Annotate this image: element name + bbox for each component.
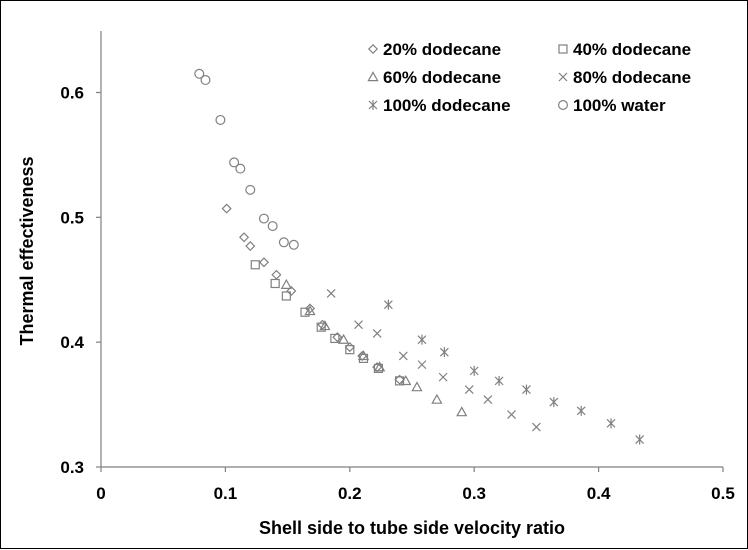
data-point-asterisk bbox=[494, 375, 504, 386]
x-tick-label: 0.3 bbox=[462, 484, 486, 503]
legend-marker-square bbox=[558, 44, 568, 54]
y-tick-label: 0.6 bbox=[60, 84, 84, 103]
data-points bbox=[194, 68, 645, 445]
data-point-square bbox=[330, 333, 340, 344]
data-point-square bbox=[300, 307, 310, 317]
y-axis-title: Thermal effectiveness bbox=[17, 156, 37, 345]
data-point-asterisk bbox=[606, 418, 616, 429]
legend-label: 100% water bbox=[573, 96, 666, 115]
legend-label: 80% dodecane bbox=[573, 68, 691, 87]
data-point-square bbox=[250, 260, 260, 270]
data-point-asterisk bbox=[522, 384, 531, 395]
data-point-diamond bbox=[344, 342, 355, 353]
data-point-diamond bbox=[304, 303, 316, 314]
legend-marker-x bbox=[558, 72, 568, 82]
data-point-square bbox=[281, 291, 291, 301]
data-point-square bbox=[316, 322, 326, 332]
data-point-triangle bbox=[337, 333, 350, 344]
data-point-asterisk bbox=[383, 299, 393, 310]
data-point-circle bbox=[229, 157, 240, 168]
x-tick-label: 0.2 bbox=[338, 484, 362, 503]
data-point-square bbox=[345, 345, 355, 355]
data-point-x bbox=[354, 320, 363, 330]
data-point-diamond bbox=[221, 203, 232, 214]
legend-label: 100% dodecane bbox=[383, 96, 511, 115]
data-point-diamond bbox=[258, 257, 270, 268]
data-point-diamond bbox=[286, 285, 297, 297]
data-point-circle bbox=[288, 239, 299, 250]
data-point-triangle bbox=[374, 361, 386, 372]
data-point-diamond bbox=[239, 232, 250, 243]
data-point-x bbox=[438, 372, 448, 382]
tick-labels: 0 0.1 0.2 0.3 0.4 0.5 0.3 0.4 0.5 0.6 bbox=[60, 84, 734, 504]
data-point-x bbox=[417, 360, 427, 370]
data-point-asterisk bbox=[417, 334, 427, 345]
tick-marks bbox=[96, 91, 724, 472]
data-point-square bbox=[270, 278, 280, 289]
y-tick-label: 0.5 bbox=[60, 208, 84, 227]
data-point-asterisk bbox=[576, 405, 586, 416]
data-point-circle bbox=[215, 114, 226, 125]
data-point-triangle bbox=[304, 305, 316, 316]
data-point-circle bbox=[278, 237, 289, 248]
data-point-x bbox=[531, 422, 541, 432]
data-point-triangle bbox=[431, 393, 443, 404]
data-point-x bbox=[464, 385, 474, 395]
data-point-circle bbox=[245, 184, 256, 195]
data-point-diamond bbox=[245, 240, 256, 252]
x-axis-title: Shell side to tube side velocity ratio bbox=[259, 518, 565, 538]
data-point-circle bbox=[267, 221, 278, 232]
data-point-circle bbox=[194, 68, 205, 79]
data-point-diamond bbox=[394, 374, 405, 385]
data-point-triangle bbox=[280, 278, 292, 289]
y-tick-label: 0.3 bbox=[60, 458, 84, 477]
legend-marker-circle bbox=[557, 99, 568, 110]
data-point-x bbox=[507, 410, 516, 419]
data-point-asterisk bbox=[469, 365, 479, 376]
legend-marker-diamond bbox=[367, 43, 379, 55]
data-point-triangle bbox=[357, 350, 370, 361]
data-point-triangle bbox=[456, 406, 468, 417]
data-point-x bbox=[372, 329, 382, 338]
data-point-asterisk bbox=[635, 434, 645, 445]
x-tick-label: 0.5 bbox=[711, 484, 735, 503]
legend-label: 40% dodecane bbox=[573, 40, 691, 59]
data-point-x bbox=[398, 351, 408, 361]
data-point-circle bbox=[200, 75, 211, 86]
data-point-triangle bbox=[400, 375, 412, 386]
legend-label: 60% dodecane bbox=[383, 68, 501, 87]
data-point-triangle bbox=[411, 381, 423, 392]
data-point-diamond bbox=[271, 269, 282, 280]
legend-marker-triangle bbox=[367, 71, 379, 82]
data-point-asterisk bbox=[549, 397, 559, 408]
data-point-circle bbox=[258, 213, 269, 224]
x-tick-label: 0.4 bbox=[587, 484, 611, 503]
legend-marker-asterisk bbox=[368, 100, 378, 110]
legend: 20% dodecane 40% dodecane 60% dodecane 80% … bbox=[367, 40, 691, 115]
x-tick-label: 0 bbox=[96, 484, 105, 503]
axes bbox=[100, 31, 723, 468]
data-point-x bbox=[483, 395, 493, 405]
data-point-triangle bbox=[319, 320, 331, 331]
data-point-circle bbox=[235, 163, 246, 174]
legend-label: 20% dodecane bbox=[383, 40, 501, 59]
data-point-x bbox=[326, 289, 336, 298]
data-point-asterisk bbox=[439, 347, 449, 358]
x-tick-label: 0.1 bbox=[214, 484, 238, 503]
data-point-diamond bbox=[332, 332, 343, 343]
y-tick-label: 0.4 bbox=[60, 333, 84, 352]
